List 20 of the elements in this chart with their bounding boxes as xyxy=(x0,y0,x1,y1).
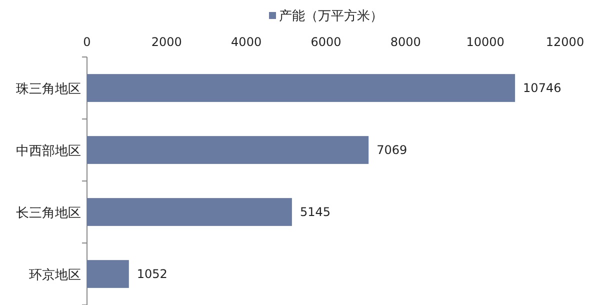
bar xyxy=(87,198,292,226)
data-label: 5145 xyxy=(300,205,330,219)
x-tick-label: 6000 xyxy=(310,35,342,49)
x-tick-label: 2000 xyxy=(151,35,182,49)
y-tick-label: 珠三角地区 xyxy=(16,82,81,97)
legend-label: 产能（万平方米） xyxy=(279,8,383,24)
y-tick-label: 环京地区 xyxy=(29,268,81,283)
bar xyxy=(87,260,129,288)
x-tick-label: 8000 xyxy=(390,35,421,49)
x-tick-label: 4000 xyxy=(231,35,262,49)
x-tick-label: 12000 xyxy=(546,35,584,49)
x-tick-label: 0 xyxy=(83,35,91,49)
data-label: 7069 xyxy=(376,143,408,157)
data-label: 1052 xyxy=(136,267,168,281)
data-label: 10746 xyxy=(523,81,562,95)
bar xyxy=(87,136,369,164)
y-tick-label: 长三角地区 xyxy=(16,206,81,221)
y-tick-label: 中西部地区 xyxy=(16,144,81,159)
x-tick-label: 10000 xyxy=(466,35,504,49)
bar xyxy=(87,74,516,102)
